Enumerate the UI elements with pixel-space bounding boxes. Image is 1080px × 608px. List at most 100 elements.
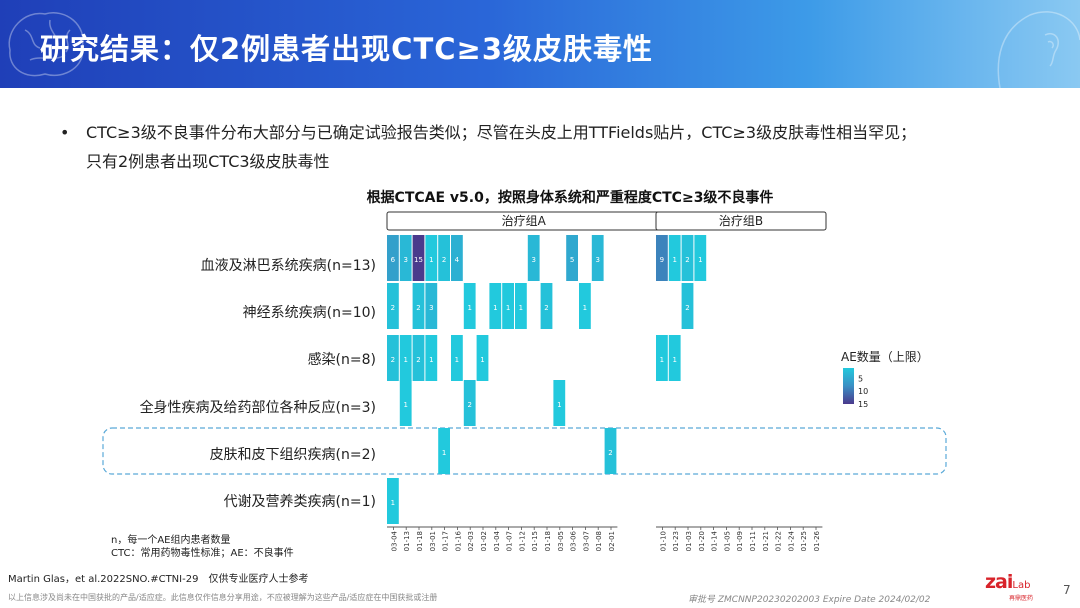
heatmap-cell <box>668 235 681 281</box>
footer-reference: Martin Glas，et al.2022SNO.#CTNI-29 仅供专业医… <box>8 574 309 585</box>
x-tick-label: 01-10 <box>659 531 667 551</box>
x-tick-label: 01-22 <box>775 531 783 551</box>
zailab-logo: zaiLab 再鼎医药 <box>985 571 1049 603</box>
heatmap-cell <box>579 283 591 329</box>
x-tick-label: 01-03 <box>685 531 693 551</box>
cell-label: 1 <box>519 304 523 312</box>
legend-tick-label: 15 <box>858 400 868 409</box>
cell-label: 2 <box>544 304 548 312</box>
cell-label: 5 <box>570 256 574 264</box>
heatmap-cell <box>540 283 553 329</box>
group-header-label: 治疗组B <box>719 214 763 228</box>
category-label: 全身性疾病及给药部位各种反应(n=3) <box>140 399 376 416</box>
heatmap-cell <box>438 428 450 474</box>
logo-zai: zai <box>985 571 1013 593</box>
heatmap-cell <box>438 235 450 281</box>
cell-label: 1 <box>455 356 459 364</box>
heatmap-cell <box>425 335 438 381</box>
logo-cn: 再鼎医药 <box>1009 595 1034 602</box>
face-graphic-icon <box>997 11 1080 88</box>
logo-lab: Lab <box>1012 580 1031 591</box>
cell-label: 1 <box>557 401 561 409</box>
heatmap-cell <box>451 235 463 281</box>
heatmap-cell <box>656 335 668 381</box>
cell-label: 2 <box>467 401 471 409</box>
cell-label: 2 <box>685 304 689 312</box>
heatmap-cell <box>412 235 425 281</box>
x-tick-label: 01-20 <box>698 531 706 551</box>
page-number: 7 <box>1063 583 1071 597</box>
x-tick-label: 01-05 <box>723 531 731 551</box>
cell-label: 1 <box>403 401 407 409</box>
heatmap-cell <box>451 335 463 381</box>
heatmap-cell <box>591 235 604 281</box>
brain-graphic-icon <box>8 12 84 77</box>
cell-label: 3 <box>595 256 599 264</box>
heatmap-cell <box>412 283 425 329</box>
cell-label: 1 <box>429 256 433 264</box>
cell-label: 1 <box>660 356 664 364</box>
cell-label: 1 <box>672 256 676 264</box>
x-tick-label: 03-01 <box>429 531 437 551</box>
cell-label: 3 <box>403 256 407 264</box>
category-label: 神经系统疾病(n=10) <box>243 305 376 321</box>
heatmap-cell <box>387 478 399 524</box>
category-label: 皮肤和皮下组织疾病(n=2) <box>210 447 376 463</box>
footer-disclaimer: 以上信息涉及尚未在中国获批的产品/适应症。此信息仅作信息分享用途，不应被理解为这… <box>8 593 438 602</box>
x-tick-label: 03-05 <box>557 531 565 551</box>
heatmap-cell <box>476 335 489 381</box>
heatmap-cell <box>515 283 527 329</box>
heatmap-cell <box>681 283 694 329</box>
x-tick-label: 02-03 <box>467 531 475 551</box>
legend-title: AE数量（上限） <box>841 349 929 364</box>
group-header-box <box>655 211 827 231</box>
x-tick-label: 01-11 <box>749 531 757 551</box>
x-tick-label: 01-13 <box>403 531 411 551</box>
cell-label: 2 <box>391 304 395 312</box>
cell-label: 1 <box>698 256 702 264</box>
cell-label: 4 <box>455 256 460 264</box>
header-banner: 研究结果：仅2例患者出现CTC≥3级皮肤毒性 <box>0 0 1080 88</box>
category-label: 感染(n=8) <box>308 351 376 368</box>
x-tick-label: 03-07 <box>582 531 590 551</box>
heatmap-cell <box>387 283 399 329</box>
cell-label: 2 <box>685 256 689 264</box>
cell-label: 1 <box>480 356 484 364</box>
cell-label: 2 <box>416 304 420 312</box>
highlight-box <box>102 427 947 475</box>
cell-label: 2 <box>416 356 420 364</box>
heatmap-cell <box>412 335 425 381</box>
heatmap-cell <box>463 380 476 426</box>
cell-label: 1 <box>467 304 471 312</box>
heatmap-cell <box>527 235 540 281</box>
heatmap-cell <box>425 283 438 329</box>
x-tick-label: 01-07 <box>506 531 514 551</box>
legend-colorbar <box>843 368 854 404</box>
cell-label: 1 <box>403 356 407 364</box>
cell-label: 2 <box>608 449 612 457</box>
x-tick-label: 02-01 <box>608 531 616 551</box>
heatmap-cell <box>387 235 399 281</box>
heatmap-cell <box>681 235 694 281</box>
heatmap-cell <box>399 335 412 381</box>
cell-label: 1 <box>429 356 433 364</box>
cell-label: 1 <box>442 449 446 457</box>
cell-label: 6 <box>391 256 396 264</box>
x-tick-label: 03-04 <box>390 530 398 551</box>
cell-label: 3 <box>531 256 535 264</box>
x-tick-label: 01-26 <box>813 530 821 551</box>
legend-tick-label: 5 <box>858 374 863 383</box>
bullet-point: • CTC≥3级不良事件分布大部分与已确定试验报告类似；尽管在头皮上用TTFie… <box>60 118 1020 176</box>
heatmap-cell <box>463 283 476 329</box>
heatmap-cell <box>694 235 707 281</box>
chart-note: n，每一个AE组内患者数量 <box>111 533 231 546</box>
cell-label: 1 <box>493 304 497 312</box>
x-tick-label: 01-14 <box>711 530 719 551</box>
page-title: 研究结果：仅2例患者出现CTC≥3级皮肤毒性 <box>40 32 654 66</box>
bullet-dot: • <box>60 123 70 142</box>
cell-label: 9 <box>660 256 664 264</box>
bullet-line-2: 只有2例患者出现CTC3级皮肤毒性 <box>86 152 330 171</box>
x-tick-label: 03-06 <box>570 530 578 551</box>
x-tick-label: 01-16 <box>454 530 462 551</box>
